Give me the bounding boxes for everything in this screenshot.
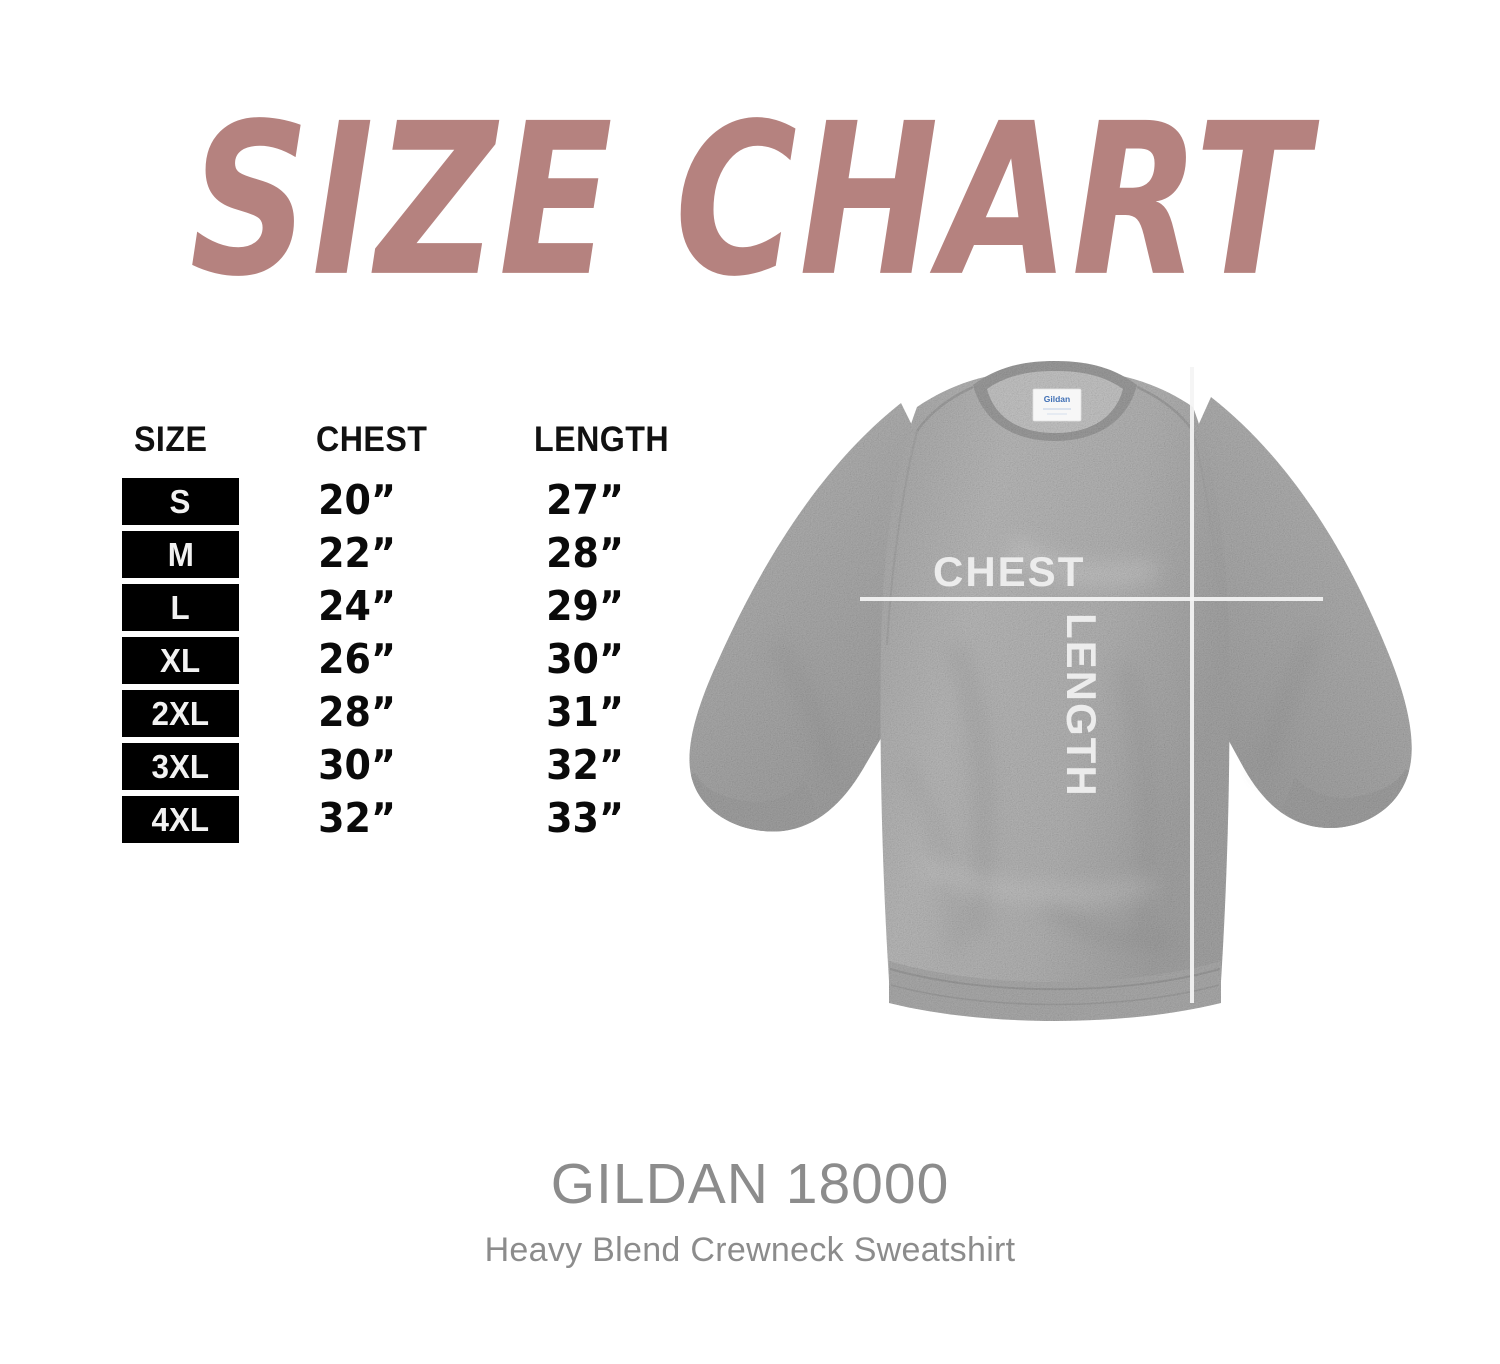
length-overlay-label: LENGTH — [1058, 613, 1105, 798]
length-value: 28” — [546, 529, 624, 577]
chest-measure-line — [860, 597, 1323, 601]
size-label: L — [170, 589, 191, 626]
product-footer: GILDAN 18000 Heavy Blend Crewneck Sweats… — [0, 1152, 1500, 1270]
size-badge-s: S — [122, 478, 239, 525]
table-row: L 24” 29” — [122, 582, 722, 637]
size-label: M — [167, 536, 194, 573]
table-row: M 22” 28” — [122, 529, 722, 584]
length-value: 30” — [546, 635, 624, 683]
table-row: S 20” 27” — [122, 476, 722, 531]
length-value: 33” — [546, 794, 624, 842]
length-value: 31” — [546, 688, 624, 736]
size-label: S — [170, 483, 191, 520]
table-row: 2XL 28” 31” — [122, 688, 722, 743]
svg-text:Gildan: Gildan — [1044, 394, 1070, 404]
product-photo: Gildan CHEST LENGTH — [655, 345, 1455, 1065]
sweatshirt-illustration: Gildan — [689, 361, 1412, 1021]
size-label: 2XL — [151, 695, 210, 732]
brand-name: GILDAN 18000 — [550, 1152, 950, 1216]
column-header-chest: CHEST — [316, 420, 428, 459]
chest-value: 32” — [318, 794, 396, 842]
chest-value: 26” — [318, 635, 396, 683]
column-header-size: SIZE — [134, 420, 208, 459]
size-table: SIZE CHEST LENGTH S 20” 27” M 22” 28” L … — [122, 420, 722, 849]
chest-value: 22” — [318, 529, 396, 577]
column-header-length: LENGTH — [534, 420, 670, 459]
length-measure-line — [1190, 367, 1194, 1003]
length-value: 29” — [546, 582, 624, 630]
chest-value: 24” — [318, 582, 396, 630]
size-badge-3xl: 3XL — [122, 743, 239, 790]
size-badge-l: L — [122, 584, 239, 631]
chest-value: 28” — [318, 688, 396, 736]
neck-label: Gildan — [1032, 388, 1082, 422]
table-row: 4XL 32” 33” — [122, 794, 722, 849]
size-badge-4xl: 4XL — [122, 796, 239, 843]
page-title: SIZE CHART — [189, 77, 1311, 323]
size-label: 4XL — [151, 801, 210, 838]
length-value: 27” — [546, 476, 624, 524]
chest-overlay-label: CHEST — [933, 548, 1086, 595]
table-row: 3XL 30” 32” — [122, 741, 722, 796]
size-label: XL — [160, 642, 201, 679]
product-style: Heavy Blend Crewneck Sweatshirt — [484, 1230, 1016, 1269]
size-badge-m: M — [122, 531, 239, 578]
size-badge-2xl: 2XL — [122, 690, 239, 737]
table-row: XL 26” 30” — [122, 635, 722, 690]
chest-value: 20” — [318, 476, 396, 524]
length-value: 32” — [546, 741, 624, 789]
size-badge-xl: XL — [122, 637, 239, 684]
table-header-row: SIZE CHEST LENGTH — [122, 420, 722, 478]
chest-value: 30” — [318, 741, 396, 789]
size-label: 3XL — [151, 748, 210, 785]
measurement-overlay: CHEST LENGTH — [655, 345, 1455, 1065]
